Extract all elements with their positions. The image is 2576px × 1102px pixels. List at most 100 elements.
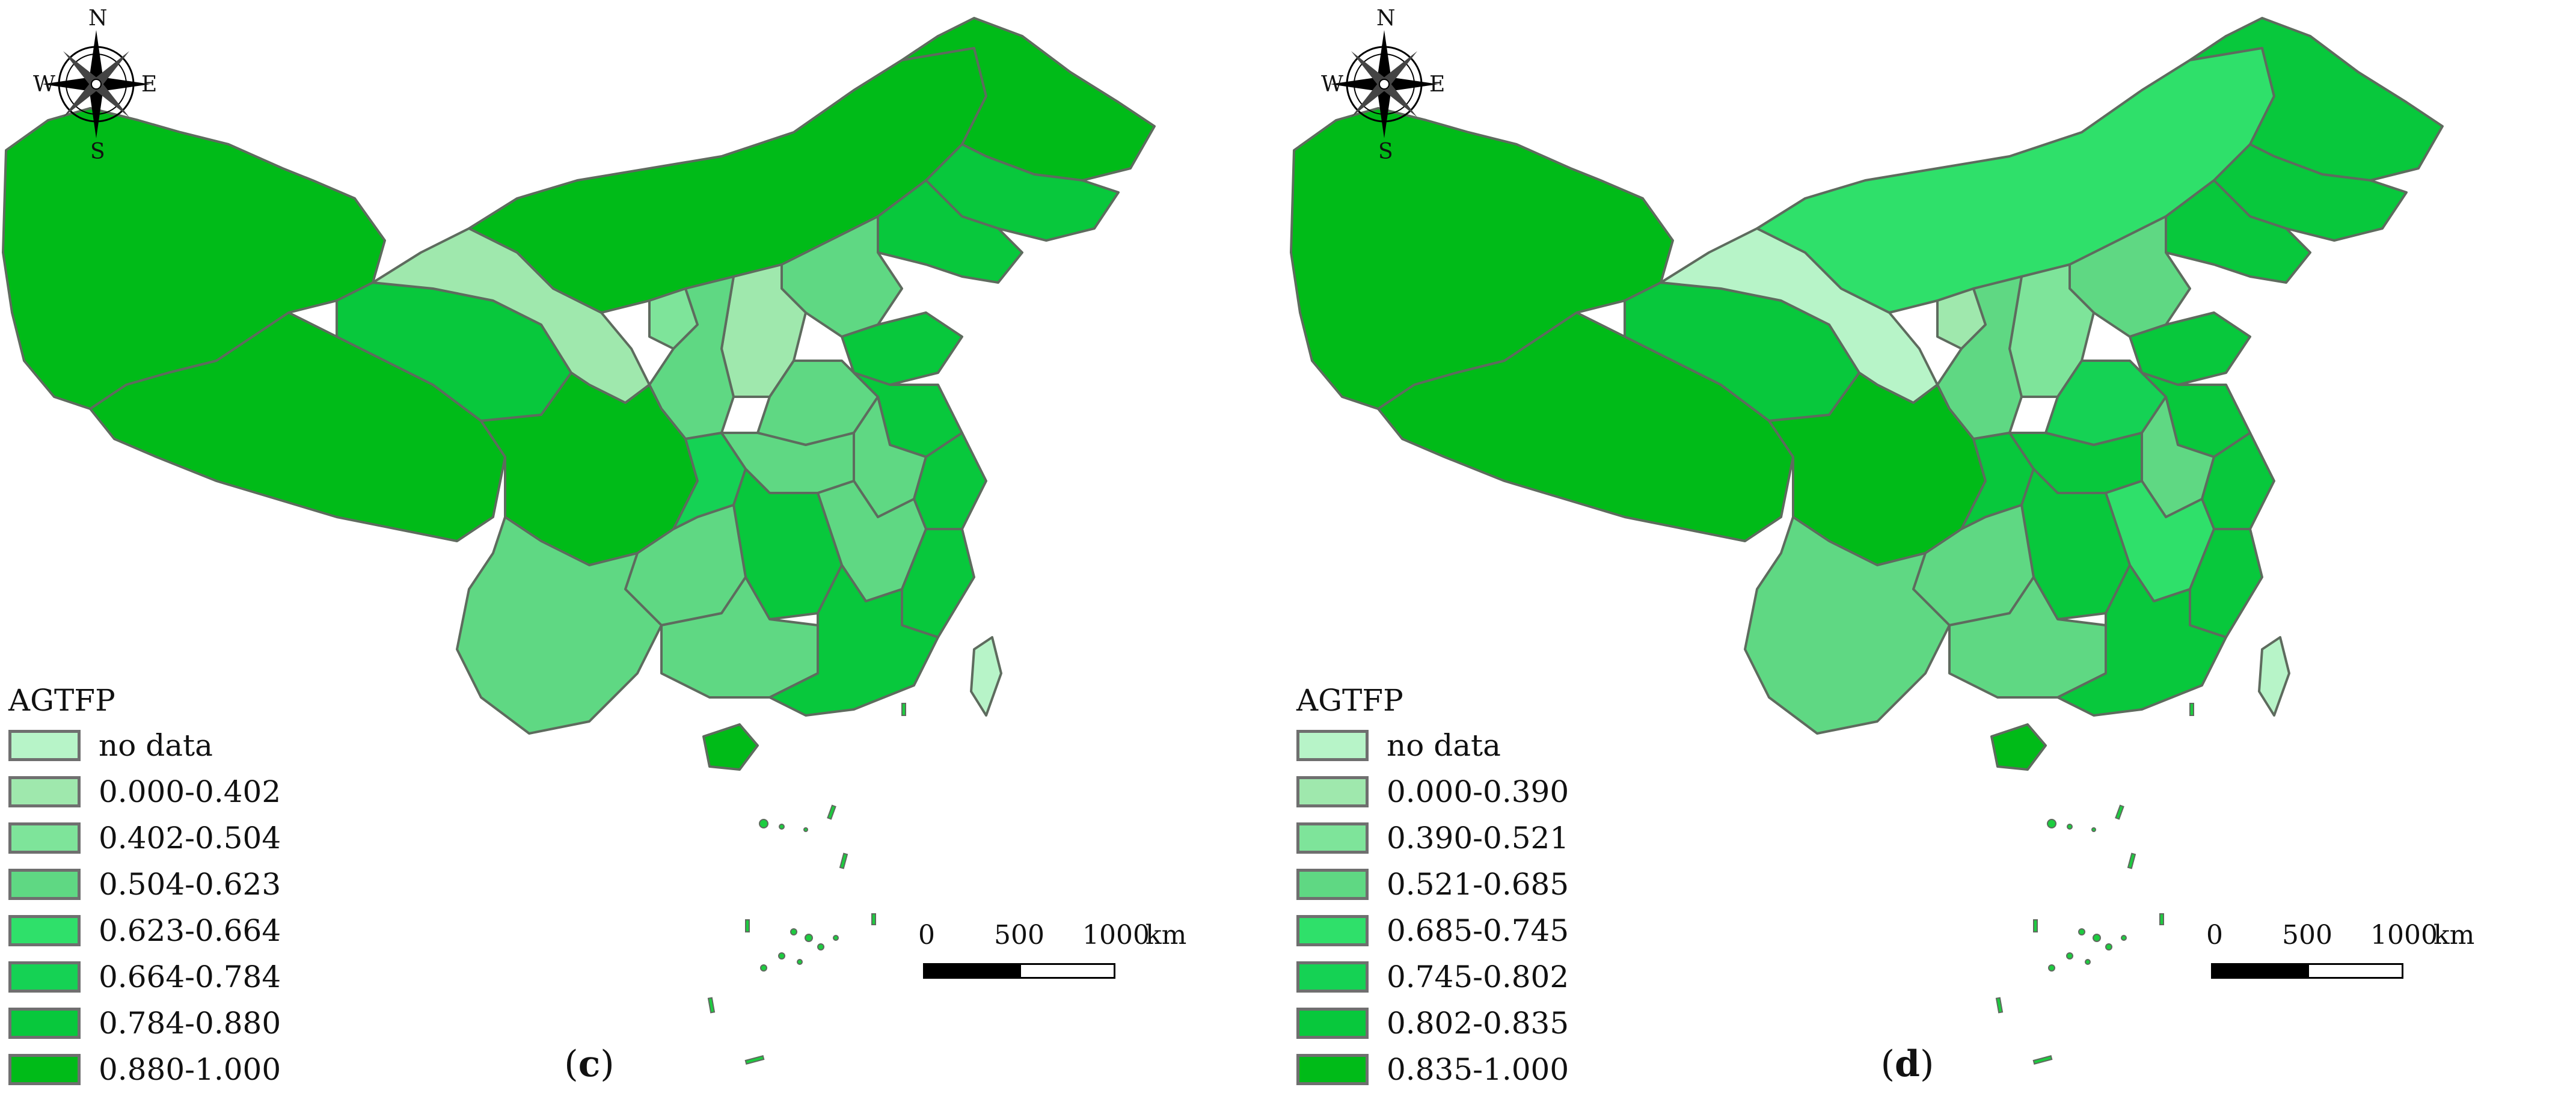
legend-item: 0.835-1.000 xyxy=(1296,1046,1569,1092)
scale-label-500: 500 xyxy=(994,920,1044,950)
legend-label: 0.000-0.390 xyxy=(1387,774,1569,809)
legend-label: 0.685-0.745 xyxy=(1387,913,1569,948)
legend-swatch xyxy=(8,1053,81,1085)
legend-item: 0.390-0.521 xyxy=(1296,815,1569,861)
legend-items: no data 0.000-0.402 0.402-0.504 0.504-0.623… xyxy=(8,722,281,1092)
compass-s-label: S xyxy=(90,139,105,164)
region-inner-mongolia xyxy=(468,35,987,314)
legend-swatch xyxy=(8,729,81,761)
legend-item: 0.802-0.835 xyxy=(1296,1000,1569,1046)
legend-label: 0.504-0.623 xyxy=(99,866,281,902)
region-inner-mongolia xyxy=(1756,35,2275,314)
scale-bar-c: 0 500 1000 km xyxy=(918,920,1186,979)
scale-unit: km xyxy=(2433,920,2475,950)
scale-label-1000: 1000 xyxy=(2370,920,2438,950)
legend-swatch xyxy=(8,961,81,993)
panel-caption-c: (c) xyxy=(564,1043,615,1085)
legend-item: 0.745-0.802 xyxy=(1296,954,1569,1000)
legend-label: 0.664-0.784 xyxy=(99,959,281,994)
compass-n-label: N xyxy=(88,6,108,31)
legend-swatch xyxy=(8,1007,81,1039)
compass-w-label: W xyxy=(33,72,56,97)
compass-s-label: S xyxy=(1378,139,1393,164)
legend-swatch xyxy=(1296,1007,1369,1039)
legend-label: 0.802-0.835 xyxy=(1387,1005,1569,1041)
legend-item: 0.685-0.745 xyxy=(1296,907,1569,954)
panel-caption-d: (d) xyxy=(1880,1043,1934,1085)
region-taiwan xyxy=(970,636,1002,717)
compass-icon xyxy=(1330,30,1438,138)
scale-label-0: 0 xyxy=(2206,920,2223,950)
scale-label-0: 0 xyxy=(918,920,935,950)
legend-label: 0.000-0.402 xyxy=(99,774,281,809)
scale-bar-d: 0 500 1000 km xyxy=(2206,920,2474,979)
caption-letter: d xyxy=(1895,1043,1920,1085)
legend-item: 0.880-1.000 xyxy=(8,1046,281,1092)
legend-swatch xyxy=(8,868,81,900)
scale-segment-white xyxy=(1019,963,1115,979)
legend-label: 0.784-0.880 xyxy=(99,1005,281,1041)
scale-label-500: 500 xyxy=(2282,920,2332,950)
compass-w-label: W xyxy=(1321,72,1344,97)
legend-swatch xyxy=(1296,822,1369,854)
legend-label: 0.745-0.802 xyxy=(1387,959,1569,994)
region-yunnan xyxy=(1744,516,1951,735)
legend-label: 0.880-1.000 xyxy=(99,1051,281,1087)
scale-label-1000: 1000 xyxy=(1082,920,1150,950)
legend-swatch xyxy=(1296,961,1369,993)
legend-items: no data 0.000-0.390 0.390-0.521 0.521-0.685… xyxy=(1296,722,1569,1092)
map-panel-d: N S W E AGTFP no data 0.000-0.390 0.390-0.… xyxy=(1288,0,2576,1102)
legend-label: 0.402-0.504 xyxy=(99,820,281,856)
compass-icon xyxy=(42,30,150,138)
legend-label: 0.521-0.685 xyxy=(1387,866,1569,902)
region-guangdong xyxy=(768,564,939,717)
china-map-c xyxy=(2,17,1156,1065)
legend-swatch xyxy=(1296,914,1369,946)
legend-d: AGTFP no data 0.000-0.390 0.390-0.521 0.521… xyxy=(1296,682,1569,1092)
region-hainan xyxy=(1990,723,2047,771)
legend-label: 0.835-1.000 xyxy=(1387,1051,1569,1087)
legend-swatch xyxy=(1296,868,1369,900)
region-heilongjiang xyxy=(2189,17,2444,182)
region-heilongjiang xyxy=(901,17,1156,182)
compass-rose-d: N S W E xyxy=(1321,6,1447,164)
china-map-d xyxy=(1290,17,2444,1065)
legend-item: 0.521-0.685 xyxy=(1296,861,1569,907)
region-yunnan xyxy=(456,516,663,735)
legend-label: 0.390-0.521 xyxy=(1387,820,1569,856)
scale-segment-white xyxy=(2307,963,2403,979)
compass-n-label: N xyxy=(1376,6,1396,31)
legend-item: no data xyxy=(8,722,281,768)
legend-c: AGTFP no data 0.000-0.402 0.402-0.504 0.504… xyxy=(8,682,281,1092)
legend-title: AGTFP xyxy=(1296,683,1403,718)
legend-item: 0.000-0.390 xyxy=(1296,768,1569,815)
legend-item: 0.000-0.402 xyxy=(8,768,281,815)
legend-label: no data xyxy=(1387,727,1501,763)
legend-swatch xyxy=(8,822,81,854)
region-hainan xyxy=(702,723,759,771)
scale-unit: km xyxy=(1145,920,1187,950)
legend-swatch xyxy=(8,776,81,807)
legend-swatch xyxy=(8,914,81,946)
legend-item: 0.623-0.664 xyxy=(8,907,281,954)
legend-label: 0.623-0.664 xyxy=(99,913,281,948)
caption-letter: c xyxy=(578,1043,601,1085)
scale-segment-black xyxy=(923,963,1019,979)
region-guangdong xyxy=(2056,564,2227,717)
legend-label: no data xyxy=(99,727,213,763)
legend-swatch xyxy=(1296,1053,1369,1085)
region-taiwan xyxy=(2258,636,2290,717)
compass-rose-c: N S W E xyxy=(33,6,159,164)
legend-swatch xyxy=(1296,729,1369,761)
legend-item: no data xyxy=(1296,722,1569,768)
map-panel-c: N S W E AGTFP no data 0.000-0.402 0.402-0.… xyxy=(2,6,1186,1092)
legend-item: 0.504-0.623 xyxy=(8,861,281,907)
legend-item: 0.402-0.504 xyxy=(8,815,281,861)
legend-item: 0.664-0.784 xyxy=(8,954,281,1000)
scale-segment-black xyxy=(2211,963,2307,979)
legend-title: AGTFP xyxy=(8,683,115,718)
compass-e-label: E xyxy=(1429,72,1446,97)
legend-swatch xyxy=(1296,776,1369,807)
compass-e-label: E xyxy=(141,72,158,97)
legend-item: 0.784-0.880 xyxy=(8,1000,281,1046)
